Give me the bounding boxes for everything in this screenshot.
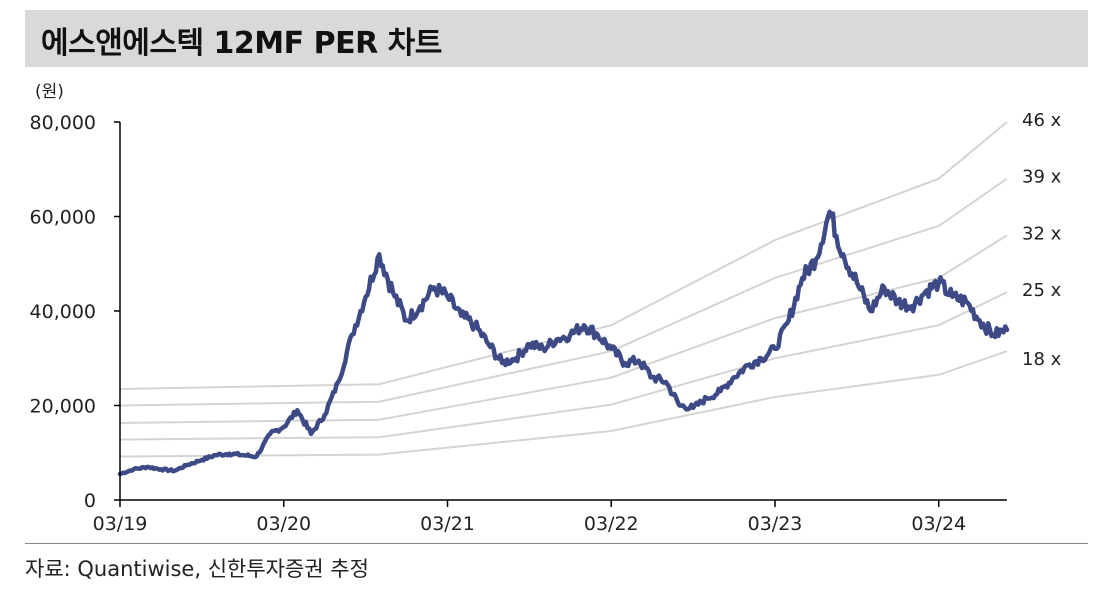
per-band-label: 32 x	[1022, 223, 1062, 244]
source-note: 자료: Quantiwise, 신한투자증권 추정	[25, 557, 369, 581]
title-bar: 에스앤에스텍 12MF PER 차트	[25, 10, 1088, 67]
per-band-line	[119, 177, 1008, 407]
per-band-line	[119, 121, 1008, 390]
price-series-line	[117, 209, 1010, 477]
per-band-label: 46 x	[1022, 110, 1062, 131]
y-tick-label: 0	[84, 490, 96, 512]
x-tick-label: 03/23	[748, 513, 803, 535]
x-tick-label: 03/22	[584, 513, 639, 535]
x-tick-label: 03/20	[256, 513, 311, 535]
x-tick-label: 03/21	[420, 513, 475, 535]
per-band-line	[119, 234, 1008, 424]
y-tick-label: 40,000	[30, 301, 96, 323]
x-tick-label: 03/19	[93, 513, 148, 535]
per-band-line	[119, 350, 1008, 458]
per-band-label: 39 x	[1022, 167, 1062, 188]
y-tick-label: 80,000	[30, 112, 96, 134]
y-tick-label: 20,000	[30, 396, 96, 418]
y-tick-label: 60,000	[30, 207, 96, 229]
chart-title: 에스앤에스텍 12MF PER 차트	[41, 26, 442, 61]
x-tick-label: 03/24	[911, 513, 966, 535]
y-unit-label: (원)	[35, 82, 64, 102]
source-divider	[25, 543, 1088, 544]
per-band-line	[119, 291, 1008, 441]
per-band-label: 18 x	[1022, 349, 1062, 370]
per-band-label: 25 x	[1022, 280, 1062, 301]
